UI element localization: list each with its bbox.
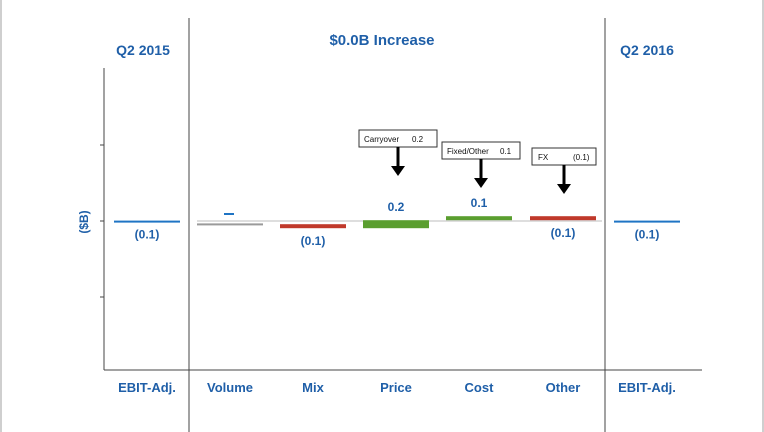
callout-carryover: Carryover 0.2 bbox=[358, 129, 438, 176]
y-axis-label: ($B) bbox=[77, 210, 91, 233]
callout-fixed-other: Fixed/Other 0.1 bbox=[441, 141, 521, 188]
callout-text: Fixed/Other bbox=[447, 147, 489, 156]
data-labels-group: (0.1) (0.1) 0.2 0.1 (0.1) (0.1) bbox=[135, 196, 660, 248]
callout-text: FX bbox=[538, 153, 549, 162]
x-tick-label-0: EBIT-Adj. bbox=[118, 380, 176, 395]
data-label-2: (0.1) bbox=[301, 234, 326, 248]
x-tick-label-2: Mix bbox=[302, 380, 324, 395]
bar-1 bbox=[197, 223, 263, 226]
bar-2 bbox=[280, 224, 346, 229]
down-arrow-icon bbox=[474, 178, 488, 188]
bar-6 bbox=[614, 220, 680, 223]
callout-value: 0.1 bbox=[500, 147, 512, 156]
header-left: Q2 2015 bbox=[116, 42, 170, 58]
x-tick-label-1: Volume bbox=[207, 380, 253, 395]
data-label-6: (0.1) bbox=[635, 227, 660, 241]
callout-value: (0.1) bbox=[573, 153, 590, 162]
down-arrow-icon bbox=[391, 166, 405, 176]
x-tick-labels-group: EBIT-Adj. Volume Mix Price Cost Other EBIT-Adj… bbox=[118, 380, 676, 395]
x-tick-label-6: EBIT-Adj. bbox=[618, 380, 676, 395]
data-label-4: 0.1 bbox=[471, 196, 488, 210]
x-tick-label-3: Price bbox=[380, 380, 412, 395]
bars-group bbox=[114, 216, 680, 229]
data-label-5: (0.1) bbox=[551, 226, 576, 240]
callout-text: Carryover bbox=[364, 135, 399, 144]
data-label-0: (0.1) bbox=[135, 227, 160, 241]
header-center: $0.0B Increase bbox=[329, 32, 434, 49]
x-tick-label-5: Other bbox=[546, 380, 581, 395]
x-tick-label-4: Cost bbox=[465, 380, 495, 395]
bar-3 bbox=[363, 220, 429, 229]
bar-5 bbox=[530, 216, 596, 221]
header-right: Q2 2016 bbox=[620, 42, 674, 58]
bar-0 bbox=[114, 220, 180, 223]
down-arrow-icon bbox=[557, 184, 571, 194]
bar-4 bbox=[446, 216, 512, 221]
callout-fx: FX (0.1) bbox=[531, 147, 597, 194]
callout-value: 0.2 bbox=[412, 135, 424, 144]
data-label-3: 0.2 bbox=[388, 200, 405, 214]
